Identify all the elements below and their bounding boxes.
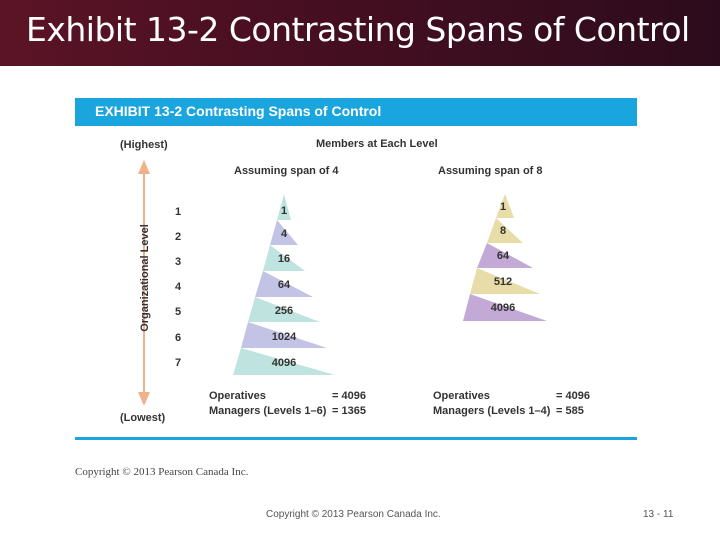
span4-value: 4096 [272,357,296,369]
span8-value: 64 [497,250,510,262]
exhibit-title-bar: EXHIBIT 13-2 Contrasting Spans of Contro… [75,98,637,126]
span4-operatives-value: = 4096 [332,390,366,402]
span4-operatives-label: Operatives [209,390,266,402]
members-label: Members at Each Level [316,138,438,150]
pyramid-band [248,297,320,322]
pyramid-band [463,294,547,321]
image-copyright: Copyright © 2013 Pearson Canada Inc. [75,466,249,478]
arrow-down-icon [138,392,150,406]
span8-value: 8 [500,225,506,237]
level-number: 6 [175,332,181,344]
span4-value: 4 [281,228,288,240]
level-number: 3 [175,256,181,268]
level-number: 1 [175,206,181,218]
arrow-up-icon [138,160,150,174]
axis-label: Organizational Level [139,224,151,332]
span4-pyramid: 1 4 16 64 256 1024 4096 [233,194,335,375]
span4-value: 1 [281,205,287,217]
span4-heading: Assuming span of 4 [234,165,339,177]
exhibit-bottom-rule [75,437,637,440]
span8-operatives-value: = 4096 [556,390,590,402]
pyramid-band [270,220,298,245]
span8-value: 1 [500,201,506,213]
pyramid-band [255,271,313,297]
span4-value: 16 [278,253,290,265]
span4-managers-label: Managers (Levels 1–6) [209,405,327,417]
span8-value: 4096 [491,302,515,314]
span4-value: 1024 [272,331,297,343]
span8-managers-label: Managers (Levels 1–4) [433,405,551,417]
span8-managers-value: = 585 [556,405,584,417]
slide-title: Exhibit 13-2 Contrasting Spans of Contro… [26,10,690,49]
footer-copyright: Copyright © 2013 Pearson Canada Inc. [266,509,441,520]
level-number: 4 [175,281,182,293]
span4-value: 64 [278,279,291,291]
pyramid-band [263,245,305,271]
pyramid-band [277,194,291,220]
lowest-label: (Lowest) [120,412,166,424]
span4-managers-value: = 1365 [332,405,366,417]
span8-operatives-label: Operatives [433,390,490,402]
span8-pyramid: 1 8 64 512 4096 [463,194,547,321]
exhibit-title: EXHIBIT 13-2 Contrasting Spans of Contro… [95,103,382,119]
slide-header: Exhibit 13-2 Contrasting Spans of Contro… [0,0,720,66]
span8-heading: Assuming span of 8 [438,165,543,177]
pyramid-band [487,218,523,243]
highest-label: (Highest) [120,139,168,151]
pyramid-band [477,243,533,268]
span4-value: 256 [275,305,293,317]
level-number: 7 [175,357,181,369]
span8-value: 512 [494,276,512,288]
pyramid-band [241,322,327,348]
pyramid-band [470,268,540,294]
pyramid-band [233,348,335,375]
level-number: 2 [175,231,181,243]
page-number: 13 - 11 [643,509,674,520]
pyramid-band [496,194,514,218]
level-number: 5 [175,306,181,318]
